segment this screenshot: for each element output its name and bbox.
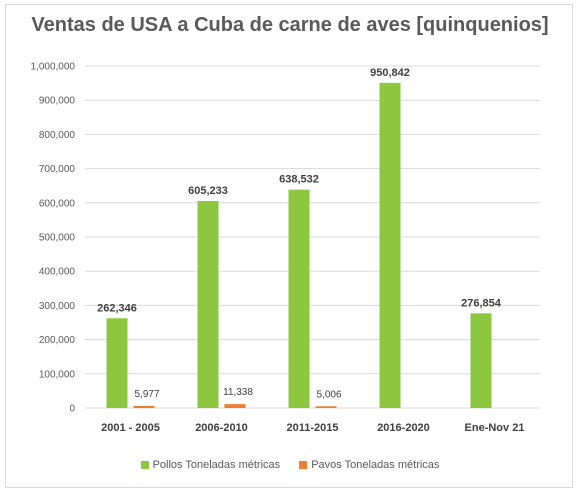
y-tick-label: 200,000 xyxy=(39,335,76,346)
data-label-pollos: 605,233 xyxy=(188,185,228,197)
x-tick-label: 2001 - 2005 xyxy=(101,422,160,434)
data-label-pollos: 262,346 xyxy=(97,302,137,314)
y-tick-label: 600,000 xyxy=(39,198,76,209)
y-axis-ticks: 0 100,000 200,000 300,000 400,000 500,000 600,… xyxy=(31,62,76,415)
bar-pollos xyxy=(288,189,310,408)
data-labels: 262,346 5,977 605,233 11,338 638,532 5,006 950… xyxy=(97,67,502,400)
bar-pollos xyxy=(197,201,219,408)
y-tick-label: 300,000 xyxy=(39,301,76,312)
y-tick-label: 700,000 xyxy=(39,164,76,175)
y-tick-label: 900,000 xyxy=(39,96,76,107)
data-label-pavos: 5,006 xyxy=(316,389,341,400)
legend-item-pavos: Pavos Toneladas métricas xyxy=(299,459,439,471)
data-label-pavos: 11,338 xyxy=(223,387,253,398)
x-axis-ticks: 2001 - 2005 2006-2010 2011-2015 2016-2020 En… xyxy=(101,422,524,434)
y-tick-label: 1,000,000 xyxy=(31,62,76,73)
data-label-pavos: 5,977 xyxy=(134,389,159,400)
x-tick-label: 2011-2015 xyxy=(287,422,339,434)
data-label-pollos: 950,842 xyxy=(370,67,410,79)
legend-label-pollos: Pollos Toneladas métricas xyxy=(152,459,281,472)
data-label-pollos: 638,532 xyxy=(279,174,319,186)
bar-pollos xyxy=(470,313,492,408)
bar-pollos xyxy=(106,318,128,408)
x-tick-label: 2016-2020 xyxy=(377,422,430,434)
x-tick-label: Ene-Nov 21 xyxy=(465,422,525,434)
bar-pavos xyxy=(224,404,246,408)
y-tick-label: 0 xyxy=(69,404,75,415)
bar-pavos xyxy=(315,406,337,408)
gridlines xyxy=(85,65,540,409)
data-label-pollos: 276,854 xyxy=(461,297,502,309)
bar-pavos xyxy=(133,405,155,408)
y-tick-label: 800,000 xyxy=(39,130,76,141)
y-tick-label: 100,000 xyxy=(39,369,76,380)
legend-label-pavos: Pavos Toneladas métricas xyxy=(311,459,440,472)
bars xyxy=(106,82,492,408)
legend-swatch-pavos xyxy=(299,461,308,470)
chart-title: Ventas de USA a Cuba de carne de aves [q… xyxy=(31,14,549,36)
x-tick-label: 2006-2010 xyxy=(195,422,248,434)
legend-swatch-pollos xyxy=(140,461,149,470)
legend: Pollos Toneladas métricas Pavos Tonelada… xyxy=(0,459,580,471)
y-tick-label: 500,000 xyxy=(39,233,76,244)
legend-item-pollos: Pollos Toneladas métricas xyxy=(140,459,281,472)
y-tick-label: 400,000 xyxy=(39,267,76,278)
bar-pollos xyxy=(379,82,401,408)
